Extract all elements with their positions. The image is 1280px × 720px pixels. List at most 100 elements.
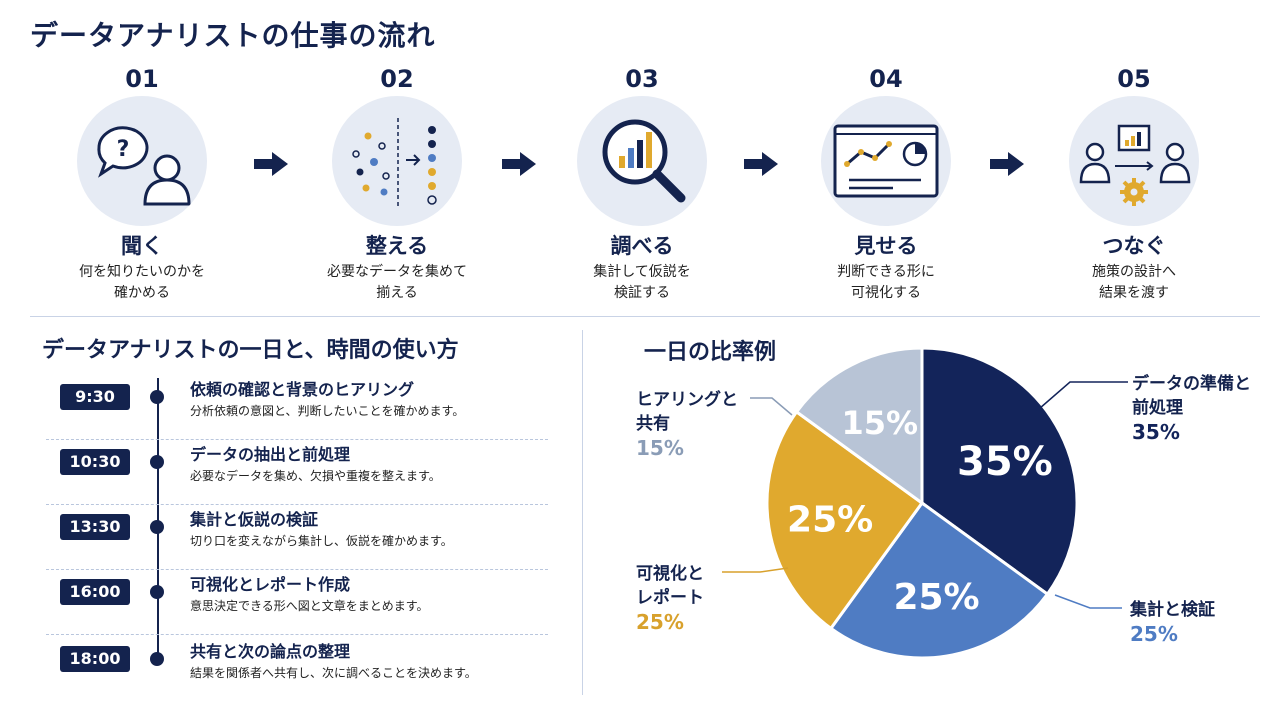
timeline-time-badge: 9:30 — [60, 384, 130, 410]
pie-slice — [765, 409, 925, 631]
step-number: 02 — [380, 65, 414, 93]
pie-label-percent: 25% — [636, 610, 684, 634]
step-connect: 05 つなぐ 施策の設計へ 結果を渡す — [1024, 62, 1244, 304]
step-description-line: 何を知りたいのかを — [79, 264, 205, 280]
pie-legend-label: ヒアリングと 共有 15% — [636, 388, 738, 460]
timeline-dot — [150, 520, 164, 534]
svg-text:?: ? — [117, 137, 130, 162]
timeline-item-desc: 必要なデータを集め、欠損や重複を整えます。 — [190, 469, 441, 483]
timeline-time-badge: 10:30 — [60, 449, 130, 475]
section-divider-horizontal — [30, 316, 1260, 317]
pie-slice-label: 15% — [841, 404, 918, 442]
step-title: 見せる — [854, 234, 918, 258]
arrow-right-icon — [252, 150, 290, 182]
step-description-line: 可視化する — [851, 285, 921, 301]
timeline-separator — [46, 439, 548, 440]
question-user-icon: ? — [77, 96, 207, 226]
step-title: つなぐ — [1102, 234, 1166, 258]
pie-slice-label: 35% — [957, 439, 1053, 485]
step-prepare: 02 整える 必要なデータを集めて 揃える — [287, 62, 507, 304]
pie-label-line: ヒアリングと — [636, 390, 738, 410]
timeline-item: 13:30 集計と仮説の検証 切り口を変えながら集計し、仮説を確かめます。 — [46, 504, 556, 570]
step-description: 判断できる形に 可視化する — [776, 262, 996, 304]
timeline-item-title: 可視化とレポート作成 — [190, 575, 351, 594]
pie-label-line: 可視化と — [636, 564, 704, 584]
timeline-item-title: 集計と仮説の検証 — [190, 510, 319, 529]
timeline-item-desc: 分析依頼の意図と、判断したいことを確かめます。 — [190, 404, 465, 418]
pie-leader-line — [750, 397, 793, 416]
step-title: 調べる — [610, 234, 674, 258]
step-title: 聞く — [121, 234, 163, 258]
step-number: 01 — [125, 65, 159, 93]
pie-label-percent: 35% — [1132, 420, 1180, 444]
timeline-title: データアナリストの一日と、時間の使い方 — [42, 338, 459, 363]
scatter-to-ordered-dots-icon — [332, 96, 462, 226]
timeline-item: 18:00 共有と次の論点の整理 結果を関係者へ共有し、次に調べることを決めます… — [46, 636, 556, 702]
timeline-separator — [46, 504, 548, 505]
step-description-line: 検証する — [614, 285, 670, 301]
section-divider-vertical — [582, 330, 583, 695]
step-visualize: 04 見せる 判断できる形に 可視化する — [776, 62, 996, 304]
step-description-line: 集計して仮説を — [593, 264, 691, 280]
step-description: 必要なデータを集めて 揃える — [287, 262, 507, 304]
timeline-time-badge: 16:00 — [60, 579, 130, 605]
step-number: 03 — [625, 65, 659, 93]
timeline-separator — [46, 634, 548, 635]
timeline-item-title: 共有と次の論点の整理 — [190, 642, 351, 661]
timeline-time-badge: 13:30 — [60, 514, 130, 540]
people-share-gear-icon — [1069, 96, 1199, 226]
pie-slice-label: 25% — [787, 500, 873, 541]
step-number: 05 — [1117, 65, 1151, 93]
pie-legend-label: 集計と検証 25% — [1130, 598, 1215, 646]
timeline-item-title: データの抽出と前処理 — [190, 445, 351, 464]
chart-title: 一日の比率例 — [644, 340, 777, 365]
step-description: 施策の設計へ 結果を渡す — [1024, 262, 1244, 304]
timeline-dot — [150, 390, 164, 404]
pie-label-percent: 25% — [1130, 622, 1178, 646]
pie-slice-label: 25% — [893, 577, 979, 618]
step-listen: 01 ? 聞く 何を知りたいのかを 確かめる — [32, 62, 252, 304]
pie-label-line: データの準備と — [1132, 374, 1251, 394]
step-description: 何を知りたいのかを 確かめる — [32, 262, 252, 304]
timeline-item-desc: 切り口を変えながら集計し、仮説を確かめます。 — [190, 534, 453, 548]
step-description-line: 揃える — [376, 285, 418, 301]
step-title: 整える — [365, 234, 429, 258]
step-description-line: 施策の設計へ — [1092, 264, 1176, 280]
arrow-right-icon — [500, 150, 538, 182]
step-number: 04 — [869, 65, 903, 93]
pie-leader-line — [1054, 594, 1122, 609]
pie-leader-line — [1031, 381, 1128, 416]
step-description-line: 判断できる形に — [837, 264, 935, 280]
pie-label-percent: 15% — [636, 436, 684, 460]
dashboard-screen-icon — [821, 96, 951, 226]
step-investigate: 03 調べる 集計して仮説を 検証する — [532, 62, 752, 304]
timeline-item: 16:00 可視化とレポート作成 意思決定できる形へ図と文章をまとめます。 — [46, 569, 556, 635]
pie-slice — [794, 346, 924, 506]
pie-label-line: 共有 — [636, 414, 670, 434]
timeline-dot — [150, 455, 164, 469]
timeline-separator — [46, 569, 548, 570]
timeline-item: 9:30 依頼の確認と背景のヒアリング 分析依頼の意図と、判断したいことを確かめ… — [46, 374, 556, 440]
timeline-item: 10:30 データの抽出と前処理 必要なデータを集め、欠損や重複を整えます。 — [46, 439, 556, 505]
timeline-time-badge: 18:00 — [60, 646, 130, 672]
arrow-right-icon — [742, 150, 780, 182]
pie-label-line: レポート — [636, 588, 704, 608]
magnifier-chart-icon — [577, 96, 707, 226]
timeline-dot — [150, 585, 164, 599]
pie-legend-label: データの準備と 前処理 35% — [1132, 372, 1251, 444]
timeline-item-title: 依頼の確認と背景のヒアリング — [190, 380, 415, 399]
timeline-item-desc: 結果を関係者へ共有し、次に調べることを決めます。 — [190, 666, 477, 680]
timeline-line — [157, 378, 159, 656]
pie-label-line: 前処理 — [1132, 398, 1183, 418]
pie-label-line: 集計と検証 — [1130, 600, 1215, 620]
pie-legend-label: 可視化と レポート 25% — [636, 562, 704, 634]
timeline-item-desc: 意思決定できる形へ図と文章をまとめます。 — [190, 599, 429, 613]
pie-chart: 35% 25% 25% 15% — [722, 346, 1128, 660]
step-description: 集計して仮説を 検証する — [532, 262, 752, 304]
pie-leader-line — [722, 567, 789, 573]
timeline-dot — [150, 652, 164, 666]
step-description-line: 確かめる — [114, 285, 170, 301]
arrow-right-icon — [988, 150, 1026, 182]
step-description-line: 結果を渡す — [1099, 285, 1169, 301]
page-title: データアナリストの仕事の流れ — [30, 19, 436, 52]
